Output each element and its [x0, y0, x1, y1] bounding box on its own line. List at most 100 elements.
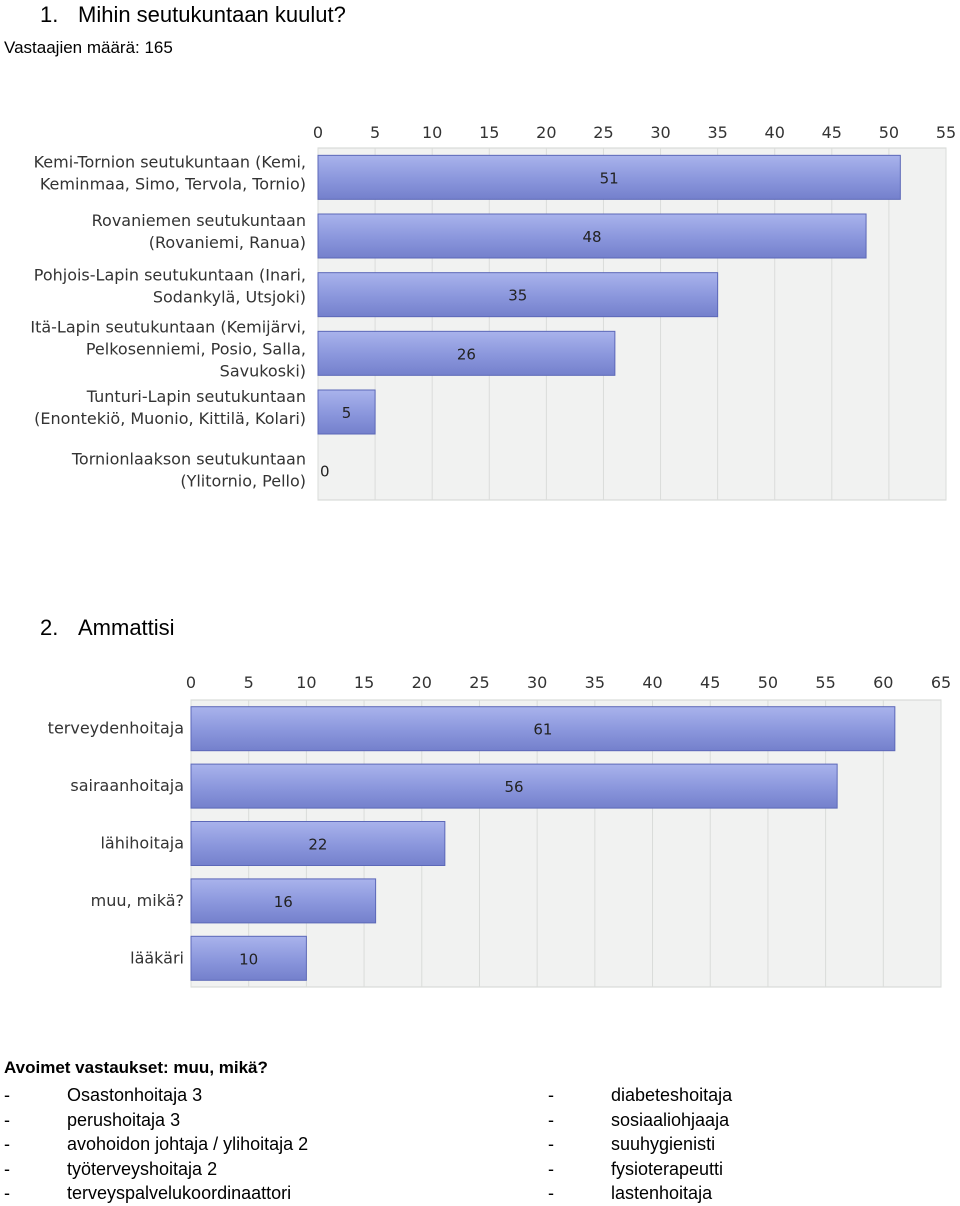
category-label: sairaanhoitaja — [70, 776, 184, 795]
open-answer-item: - perushoitaja 3 — [4, 1108, 308, 1133]
x-tick-label: 20 — [412, 673, 432, 692]
category-label: terveydenhoitaja — [48, 719, 184, 738]
x-tick-label: 45 — [822, 123, 842, 142]
bar — [190, 706, 896, 752]
category-label: Rovaniemen seutukuntaan — [92, 211, 306, 230]
open-answer-text: perushoitaja 3 — [67, 1109, 181, 1130]
bar — [317, 213, 867, 259]
category-label: (Ylitornio, Pello) — [180, 472, 306, 491]
bullet-dash: - — [548, 1085, 554, 1105]
x-tick-label: 65 — [931, 673, 951, 692]
x-tick-label: 40 — [642, 673, 662, 692]
data-label: 5 — [342, 404, 352, 422]
category-label: Pelkosenniemi, Posio, Salla, — [86, 339, 306, 358]
category-label: Savukoski) — [220, 361, 306, 380]
x-tick-label: 15 — [354, 673, 374, 692]
plot-area — [317, 147, 947, 501]
category-label: Pohjois-Lapin seutukuntaan (Inari, — [34, 266, 306, 285]
open-answer-text: lastenhoitaja — [611, 1183, 713, 1203]
category-label: Itä-Lapin seutukuntaan (Kemijärvi, — [30, 317, 306, 336]
x-tick-label: 25 — [593, 123, 613, 142]
open-answer-text: sosiaaliohjaaja — [611, 1109, 730, 1130]
respondent-count: Vastaajien määrä: 165 — [4, 38, 173, 57]
category-label: Keminmaa, Simo, Tervola, Tornio) — [40, 174, 306, 193]
bullet-dash: - — [548, 1109, 554, 1130]
open-answer-text: avohoidon johtaja / ylihoitaja 2 — [67, 1134, 309, 1154]
question-1-text: Mihin seutukuntaan kuulut? — [78, 2, 346, 27]
open-answer-item: - suuhygienisti — [548, 1132, 732, 1157]
open-answer-item: - diabeteshoitaja — [548, 1083, 732, 1108]
open-answer-item: - lastenhoitaja — [548, 1181, 732, 1206]
category-label: Tornionlaakson seutukuntaan — [71, 450, 306, 469]
x-tick-label: 30 — [527, 673, 547, 692]
open-answer-text: terveyspalvelukoordinaattori — [67, 1183, 292, 1203]
data-label: 10 — [239, 950, 258, 968]
category-label: lääkäri — [130, 948, 184, 967]
x-tick-label: 10 — [296, 673, 316, 692]
bar — [190, 935, 307, 981]
open-answers-title: Avoimet vastaukset: muu, mikä? — [4, 1058, 268, 1077]
x-tick-label: 60 — [873, 673, 893, 692]
open-answer-text: Osastonhoitaja 3 — [67, 1085, 203, 1105]
category-label: Kemi-Tornion seutukuntaan (Kemi, — [34, 152, 306, 171]
open-answer-item: - fysioterapeutti — [548, 1157, 732, 1182]
bar — [190, 763, 838, 809]
x-tick-label: 0 — [186, 673, 196, 692]
profession-bar-chart: 0 5 10 15 20 25 30 35 40 45 50 55 60 65 61 terveydenhoi… — [48, 673, 951, 988]
bullet-dash: - — [4, 1085, 10, 1105]
x-tick-label: 55 — [815, 673, 835, 692]
open-answer-text: fysioterapeutti — [611, 1158, 724, 1179]
question-1-number: 1. — [40, 2, 59, 27]
data-label: 22 — [308, 836, 327, 854]
x-tick-label: 15 — [479, 123, 499, 142]
x-tick-label: 50 — [879, 123, 899, 142]
x-tick-label: 20 — [536, 123, 556, 142]
data-label: 26 — [457, 345, 476, 363]
open-answer-item: - sosiaaliohjaaja — [548, 1108, 732, 1133]
bar — [317, 272, 719, 318]
open-answer-text: diabeteshoitaja — [611, 1085, 733, 1105]
bullet-dash: - — [548, 1158, 554, 1179]
category-label: lähihoitaja — [100, 834, 184, 853]
question-1-title: 1. Mihin seutukuntaan kuulut? — [40, 2, 346, 28]
open-answer-item: - terveyspalvelukoordinaattori — [4, 1181, 308, 1206]
bullet-dash: - — [548, 1134, 554, 1154]
data-label: 61 — [533, 721, 552, 739]
x-tick-label: 0 — [313, 123, 323, 142]
x-tick-label: 55 — [936, 123, 956, 142]
bar — [190, 878, 377, 924]
data-label: 48 — [582, 228, 601, 246]
question-2-text: Ammattisi — [78, 615, 175, 640]
open-answer-item: - työterveyshoitaja 2 — [4, 1157, 308, 1182]
x-tick-label: 25 — [469, 673, 489, 692]
category-label: (Rovaniemi, Ranua) — [149, 233, 306, 252]
data-label: 0 — [320, 463, 330, 481]
bar — [317, 330, 616, 376]
bar — [317, 154, 901, 200]
x-tick-label: 10 — [422, 123, 442, 142]
data-label: 16 — [274, 893, 293, 911]
data-label: 56 — [505, 778, 524, 796]
x-tick-label: 5 — [244, 673, 254, 692]
x-tick-label: 35 — [707, 123, 727, 142]
data-label: 35 — [508, 287, 527, 305]
data-label: 51 — [600, 169, 619, 187]
bar — [317, 389, 376, 435]
bullet-dash: - — [4, 1158, 10, 1179]
bullet-dash: - — [548, 1183, 554, 1203]
x-tick-label: 35 — [585, 673, 605, 692]
open-answers-left-list: - Osastonhoitaja 3 - perushoitaja 3 - avohoid… — [4, 1083, 308, 1206]
open-answer-text: suuhygienisti — [611, 1134, 716, 1154]
open-answer-item: - Osastonhoitaja 3 — [4, 1083, 308, 1108]
x-tick-label: 5 — [370, 123, 380, 142]
category-label: Sodankylä, Utsjoki) — [153, 288, 306, 307]
question-2-number: 2. — [40, 615, 59, 640]
x-tick-label: 40 — [765, 123, 785, 142]
x-tick-label: 45 — [700, 673, 720, 692]
open-answer-item: - avohoidon johtaja / ylihoitaja 2 — [4, 1132, 308, 1157]
category-label: Tunturi-Lapin seutukuntaan — [86, 387, 306, 406]
bullet-dash: - — [4, 1109, 10, 1130]
open-answers-right-list: - diabeteshoitaja - sosiaaliohjaaja - suuhygi… — [548, 1083, 732, 1206]
open-answer-text: työterveyshoitaja 2 — [67, 1158, 218, 1179]
